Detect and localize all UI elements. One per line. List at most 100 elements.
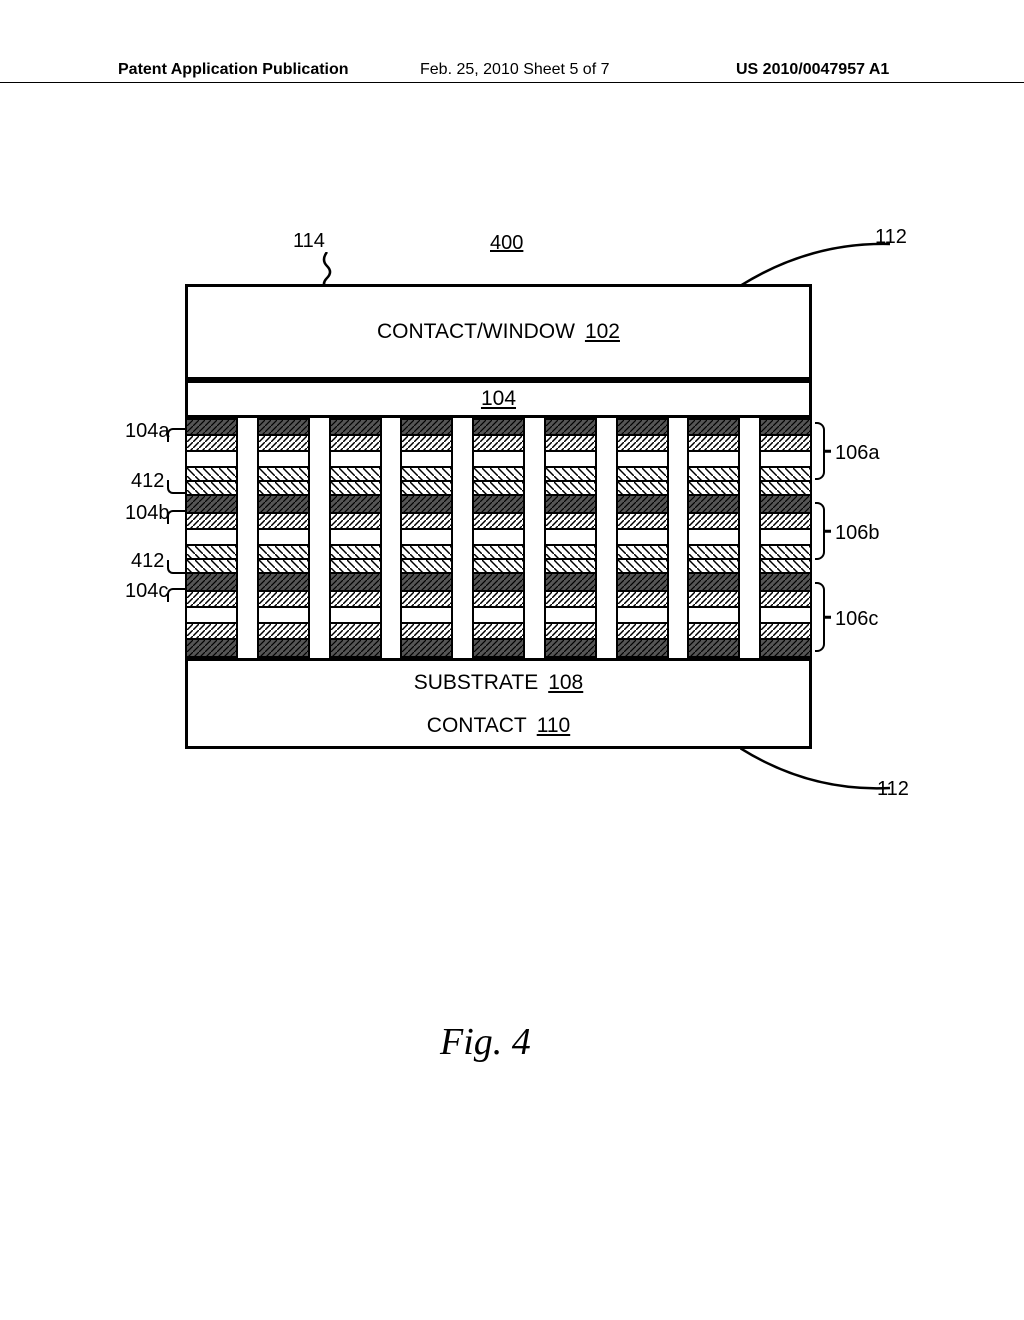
pillar-layer <box>329 608 382 624</box>
pillar-layer <box>759 418 812 436</box>
pillar-layer <box>687 640 740 658</box>
layer-104-ref: 104 <box>481 387 516 411</box>
pillar-layer <box>329 546 382 560</box>
pillar-layer <box>687 514 740 530</box>
pillar-layer <box>687 482 740 496</box>
pillar-layer <box>329 560 382 574</box>
pillar-layer <box>185 436 238 452</box>
pillar-layer <box>616 574 669 592</box>
pillar-layer <box>400 624 453 640</box>
pillar-layer <box>544 574 597 592</box>
pillar-layer <box>687 468 740 482</box>
pillar-layer <box>759 452 812 468</box>
pillar-layer <box>400 452 453 468</box>
pillar <box>185 418 238 668</box>
pillar-layer <box>400 514 453 530</box>
ref-114: 114 <box>293 230 325 253</box>
pillar-layer <box>759 468 812 482</box>
pillar-layer <box>185 496 238 514</box>
pillar-layer <box>544 482 597 496</box>
pillar-layer <box>616 514 669 530</box>
pillar-layer <box>616 560 669 574</box>
pillar-layer <box>687 436 740 452</box>
pillar-layer <box>687 608 740 624</box>
pillar-layer <box>329 418 382 436</box>
pillar-layer <box>616 546 669 560</box>
pillar-layer <box>544 546 597 560</box>
brace-106b-icon <box>815 502 825 560</box>
pillar-layer <box>759 546 812 560</box>
pillar-layer <box>329 496 382 514</box>
pillar-layer <box>257 496 310 514</box>
label-104a: 104a <box>125 420 170 443</box>
pillar-layer <box>616 452 669 468</box>
pillar <box>687 418 740 668</box>
tick-412a-icon <box>167 480 185 494</box>
contact-text: CONTACT <box>427 714 527 738</box>
pillar-layer <box>400 496 453 514</box>
tick-104c-icon <box>167 588 185 602</box>
substrate-ref: 108 <box>548 671 583 695</box>
pillar-layer <box>544 530 597 546</box>
pillar-layer <box>687 530 740 546</box>
header-left: Patent Application Publication <box>118 61 349 79</box>
pillar <box>257 418 310 668</box>
label-106b: 106b <box>835 522 880 545</box>
pillar-layer <box>472 418 525 436</box>
pillar-layer <box>687 496 740 514</box>
pillar-layer <box>687 592 740 608</box>
figure-caption: Fig. 4 <box>440 1020 531 1064</box>
pillar-layer <box>185 482 238 496</box>
pillar-layer <box>472 436 525 452</box>
pillar-layer <box>400 592 453 608</box>
pillar-layer <box>257 418 310 436</box>
pillar-layer <box>400 482 453 496</box>
pillar-layer <box>544 640 597 658</box>
block-substrate: SUBSTRATE 108 <box>185 658 812 708</box>
pillar-layer <box>257 574 310 592</box>
pillar <box>616 418 669 668</box>
label-412-a: 412 <box>131 470 164 493</box>
header-right: US 2010/0047957 A1 <box>736 61 889 79</box>
pillar-layer <box>472 574 525 592</box>
pillar-layer <box>759 436 812 452</box>
pillar-layer <box>687 574 740 592</box>
pillar-layer <box>400 468 453 482</box>
pillar-layer <box>472 592 525 608</box>
pillar-layer <box>257 546 310 560</box>
pillar-layer <box>472 452 525 468</box>
pillar-layer <box>472 514 525 530</box>
pillar-layer <box>616 436 669 452</box>
pillar-layer <box>257 468 310 482</box>
pillar-layer <box>616 624 669 640</box>
pillar-layer <box>257 624 310 640</box>
label-104c: 104c <box>125 580 168 603</box>
pillar-layer <box>687 452 740 468</box>
pillar-layer <box>472 482 525 496</box>
pillar <box>759 418 812 668</box>
pillar-layer <box>257 640 310 658</box>
pillar-layer <box>687 418 740 436</box>
tick-104b-icon <box>167 510 185 524</box>
pillar-layer <box>185 640 238 658</box>
pillar-layer <box>759 592 812 608</box>
pillar-layer <box>185 574 238 592</box>
pillar-layer <box>472 496 525 514</box>
pillar-layer <box>329 624 382 640</box>
pillar-layer <box>616 418 669 436</box>
pillar-layer <box>759 574 812 592</box>
pillar-layer <box>616 608 669 624</box>
pillar-layer <box>185 546 238 560</box>
pillar-layer <box>544 418 597 436</box>
pillar-layer <box>472 640 525 658</box>
pillar <box>400 418 453 668</box>
pillar-layer <box>759 560 812 574</box>
pillar-layer <box>257 592 310 608</box>
pillar-layer <box>544 468 597 482</box>
pillar-layer <box>329 452 382 468</box>
pillar-layer <box>544 514 597 530</box>
pillar-layer <box>544 608 597 624</box>
pillar-layer <box>544 592 597 608</box>
pillar-layer <box>329 592 382 608</box>
pillar-layer <box>472 608 525 624</box>
